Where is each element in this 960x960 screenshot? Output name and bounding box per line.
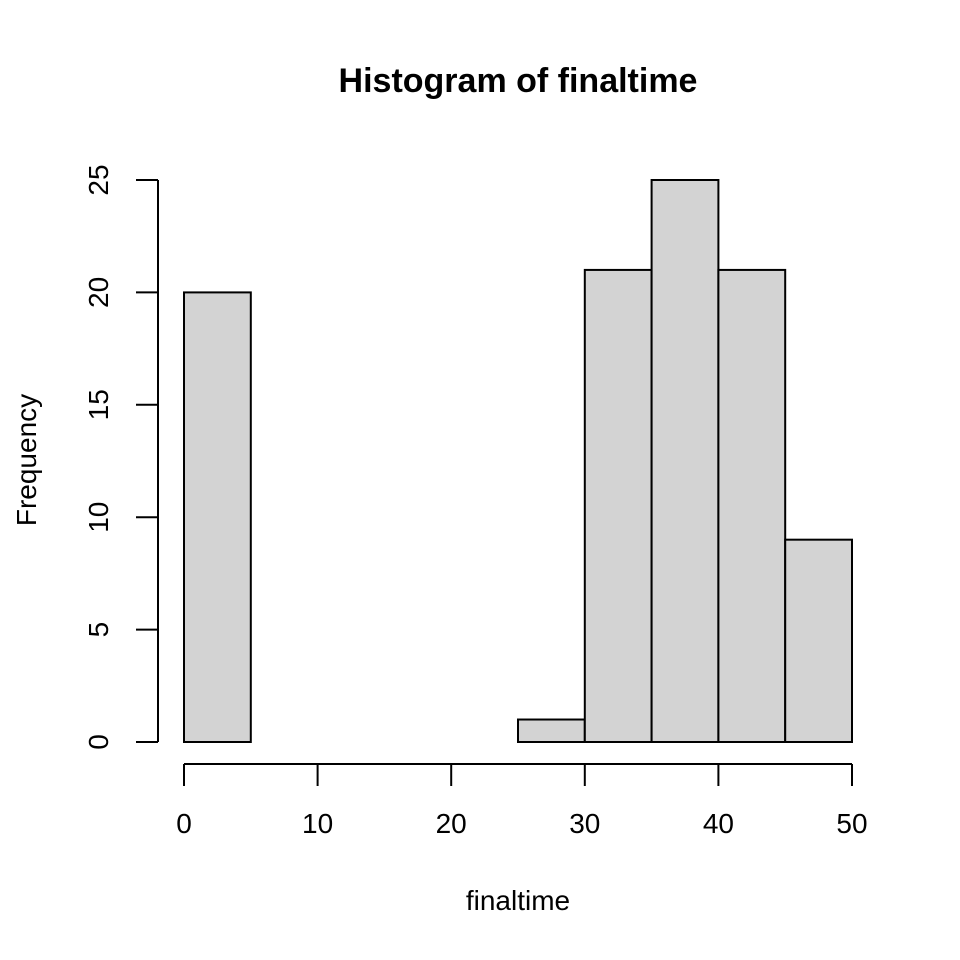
x-axis: 0 10 20 30 40 50 (176, 763, 868, 839)
x-axis-label: finaltime (466, 885, 570, 916)
chart-title: Histogram of finaltime (339, 62, 698, 100)
bar-25-30 (517, 718, 586, 744)
x-tick-label-10: 10 (302, 808, 333, 839)
y-axis-label: Frequency (11, 394, 42, 526)
x-tick-label-20: 20 (436, 808, 467, 839)
y-tick-label-5: 5 (83, 622, 114, 638)
y-axis: 0 5 10 15 20 25 (83, 164, 159, 750)
bar-0-5 (183, 291, 252, 743)
y-tick-label-0: 0 (83, 734, 114, 750)
x-tick-label-40: 40 (703, 808, 734, 839)
bar-40-45 (717, 268, 787, 743)
bar-45-50 (784, 538, 854, 743)
y-tick-label-25: 25 (83, 164, 114, 195)
y-tick-label-20: 20 (83, 277, 114, 308)
y-tick-label-15: 15 (83, 389, 114, 420)
bar-30-35 (583, 268, 653, 743)
y-tick-label-10: 10 (83, 502, 114, 533)
bars-group (183, 179, 854, 744)
bar-35-40 (650, 179, 720, 743)
x-tick-label-30: 30 (569, 808, 600, 839)
x-tick-label-50: 50 (836, 808, 867, 839)
x-tick-label-0: 0 (176, 808, 192, 839)
